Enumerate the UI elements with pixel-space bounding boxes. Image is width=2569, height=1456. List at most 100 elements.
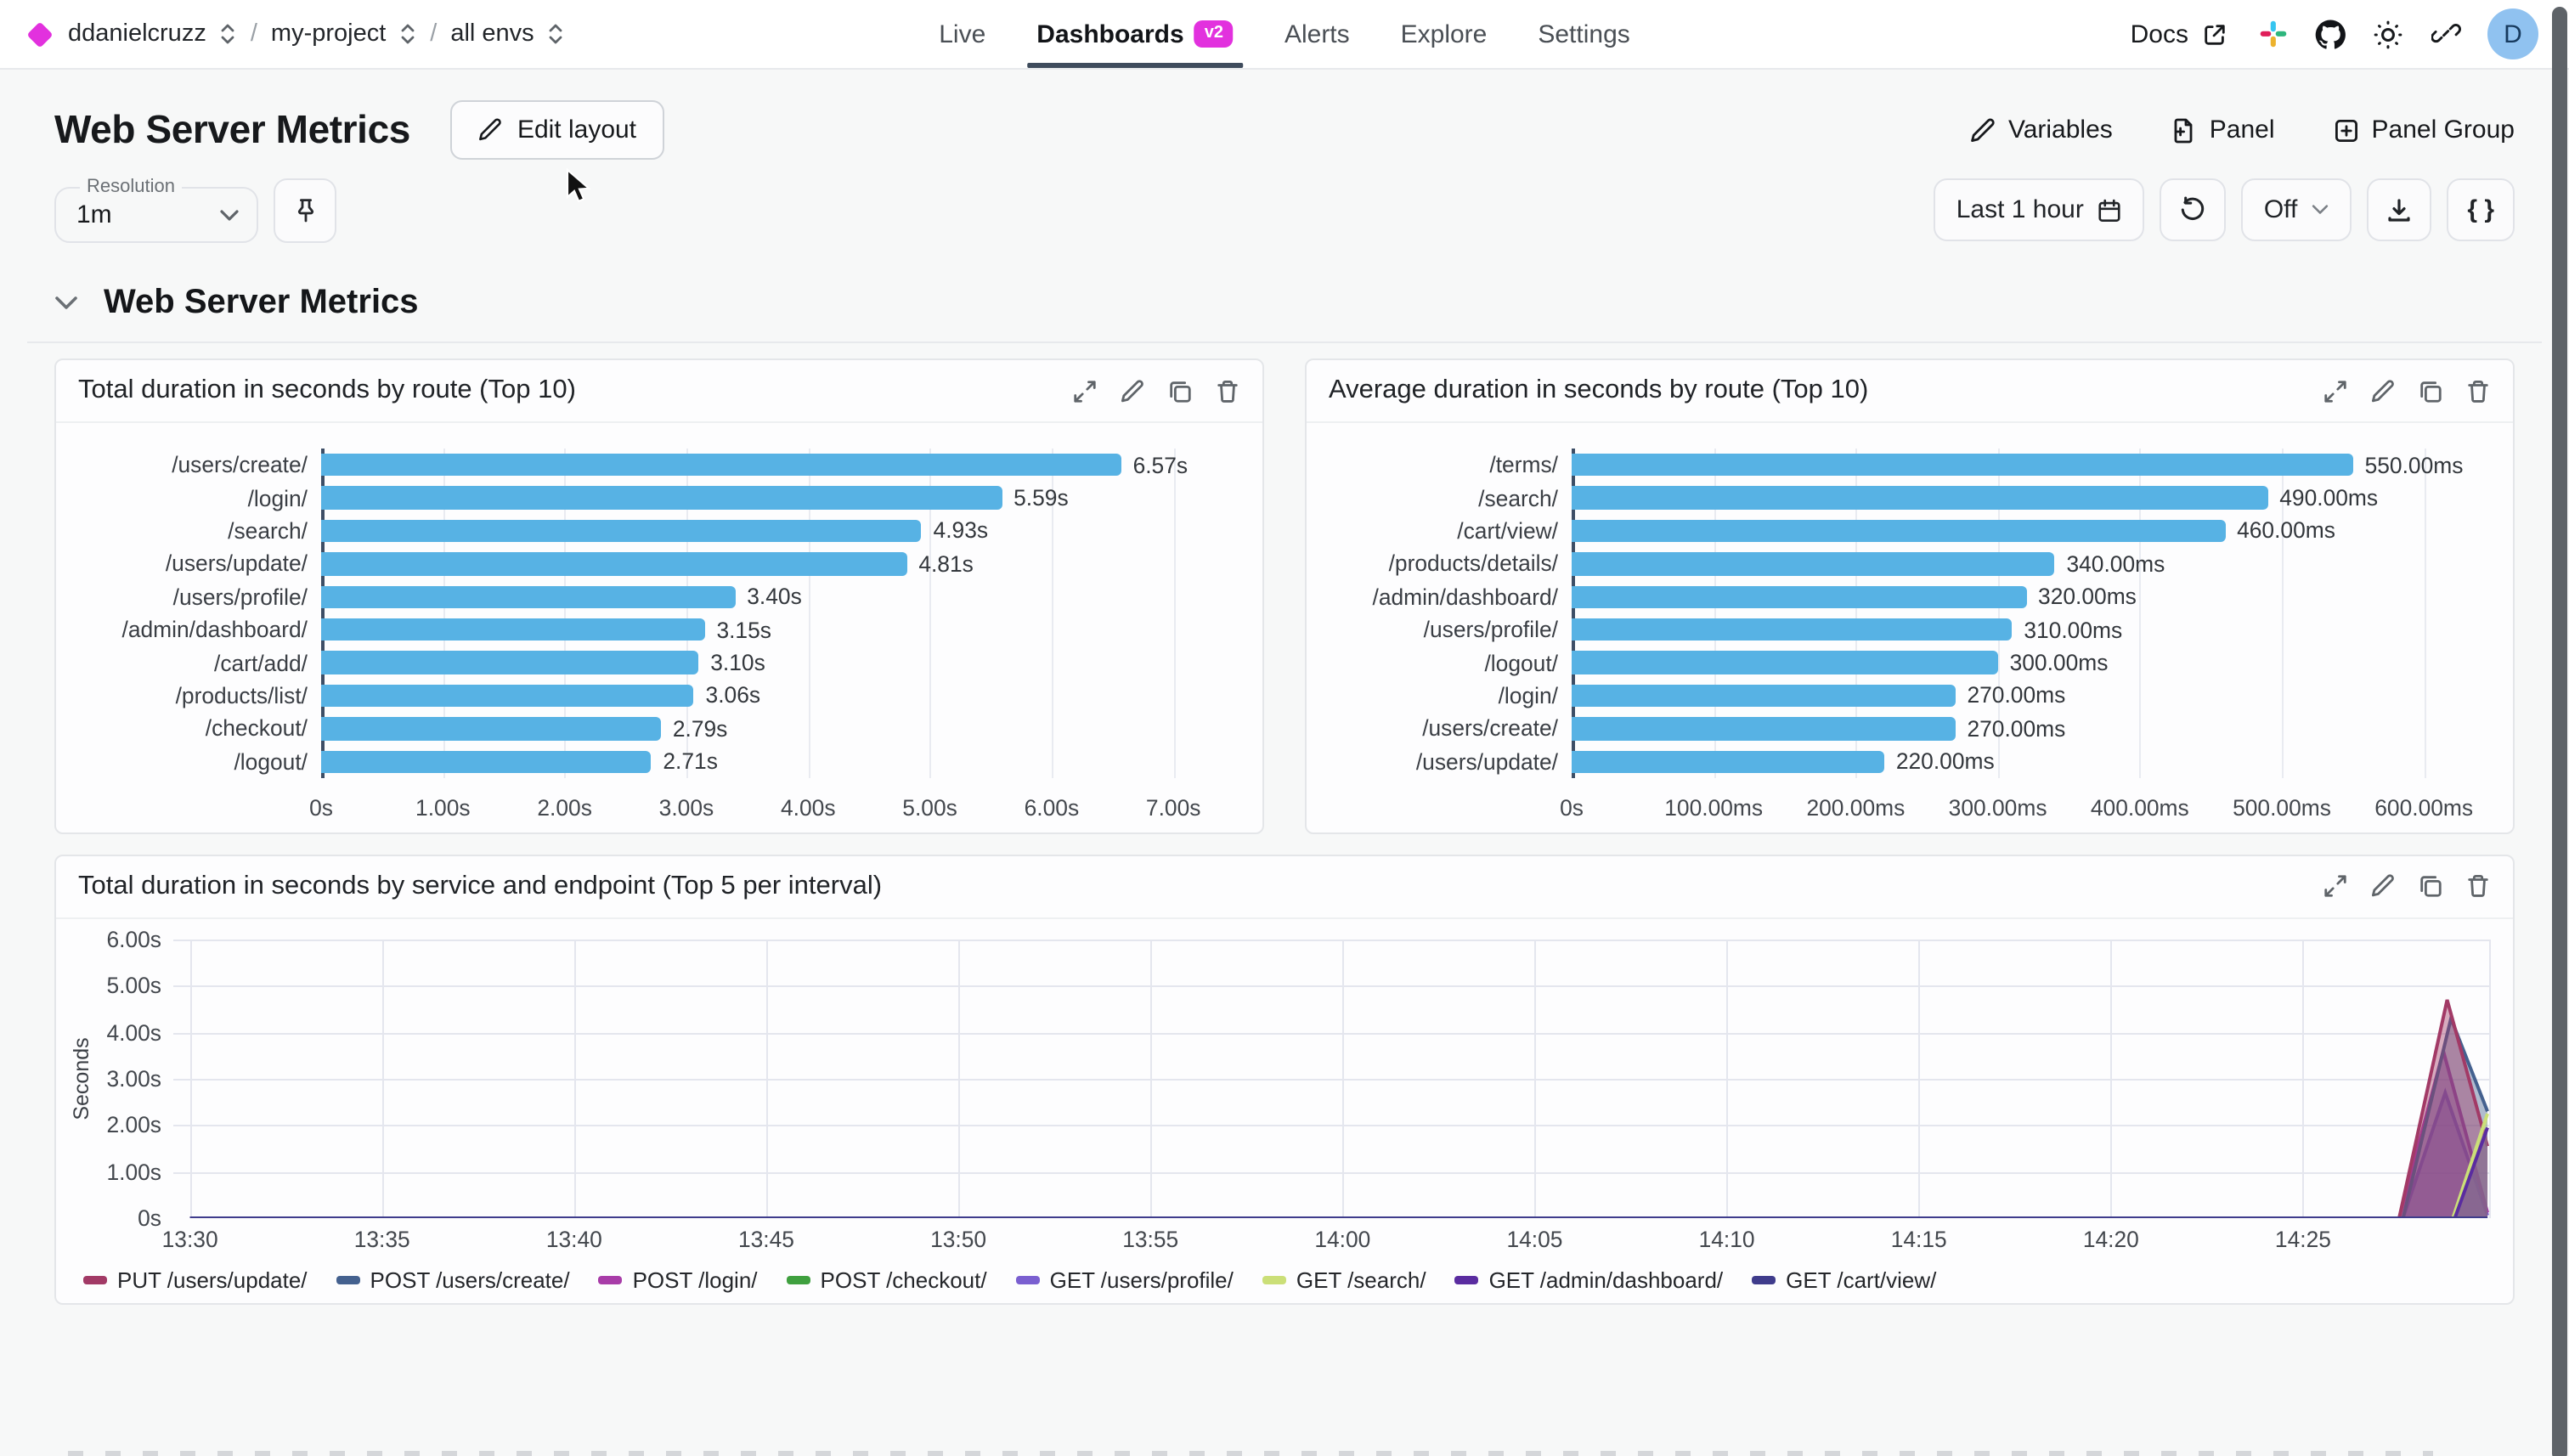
- expand-icon[interactable]: [1072, 378, 1098, 404]
- bar-value-label: 3.06s: [705, 682, 761, 708]
- breadcrumb-separator: /: [250, 20, 257, 48]
- legend-item[interactable]: GET /admin/dashboard/: [1454, 1267, 1723, 1293]
- bar[interactable]: [321, 552, 907, 576]
- square-plus-icon: [2333, 116, 2360, 144]
- bar-row: /cart/view/460.00ms: [1313, 515, 2493, 548]
- legend-swatch: [1015, 1275, 1040, 1284]
- legend-item[interactable]: POST /checkout/: [786, 1267, 987, 1293]
- delete-icon[interactable]: [1215, 378, 1240, 404]
- panel-header: Total duration in seconds by service and…: [56, 856, 2513, 919]
- bar-row: /admin/dashboard/3.15s: [63, 613, 1242, 646]
- bar[interactable]: [321, 585, 736, 608]
- bar-value-label: 310.00ms: [2024, 617, 2123, 643]
- docs-link[interactable]: Docs: [2131, 18, 2231, 50]
- download-button[interactable]: [2367, 178, 2432, 241]
- nav-tab-alerts[interactable]: Alerts: [1284, 0, 1350, 68]
- bar[interactable]: [1572, 684, 1956, 708]
- query-json-button[interactable]: { }: [2447, 178, 2515, 241]
- theme-sun-icon[interactable]: [2372, 18, 2404, 50]
- bar[interactable]: [1572, 552, 2055, 576]
- bar[interactable]: [321, 750, 652, 773]
- nav-tab-explore[interactable]: Explore: [1401, 0, 1488, 68]
- bar[interactable]: [321, 618, 705, 641]
- edit-icon[interactable]: [1120, 378, 1145, 404]
- time-range-button[interactable]: Last 1 hour: [1934, 178, 2145, 241]
- bar[interactable]: [1572, 717, 1956, 741]
- vertical-scrollbar[interactable]: [2552, 7, 2567, 1456]
- v2-badge: v2: [1194, 20, 1234, 48]
- add-panel-button[interactable]: Panel: [2171, 116, 2275, 144]
- delete-icon[interactable]: [2465, 874, 2491, 900]
- bar[interactable]: [1572, 519, 2226, 543]
- duplicate-icon[interactable]: [1167, 378, 1193, 404]
- bar-row: /login/270.00ms: [1313, 679, 2493, 712]
- auto-refresh-select[interactable]: Off: [2241, 178, 2352, 241]
- breadcrumb-env[interactable]: all envs: [450, 20, 534, 48]
- calendar-icon: [2098, 196, 2123, 223]
- breadcrumb-org[interactable]: ddanielcruzz: [68, 20, 206, 48]
- sort-chevrons-icon[interactable]: [399, 22, 416, 46]
- expand-icon[interactable]: [2323, 378, 2348, 404]
- plot-area[interactable]: [173, 939, 2491, 1218]
- docs-label: Docs: [2130, 20, 2188, 48]
- resolution-select[interactable]: Resolution 1m: [54, 177, 258, 243]
- add-panel-group-button[interactable]: Panel Group: [2333, 116, 2515, 144]
- bar-value-label: 5.59s: [1013, 485, 1069, 511]
- sort-chevrons-icon[interactable]: [548, 22, 565, 46]
- refresh-button[interactable]: [2160, 178, 2227, 241]
- bar-row: /logout/300.00ms: [1313, 646, 2493, 680]
- x-axis-tick-label: 14:20: [2082, 1226, 2139, 1252]
- github-icon[interactable]: [2314, 18, 2346, 50]
- edit-icon[interactable]: [2370, 874, 2396, 900]
- legend-swatch: [1454, 1275, 1479, 1284]
- edit-layout-button[interactable]: Edit layout: [450, 100, 664, 160]
- bar-category-label: /admin/dashboard/: [121, 617, 308, 643]
- legend-label: GET /cart/view/: [1786, 1267, 1937, 1293]
- expand-icon[interactable]: [2323, 874, 2348, 900]
- bar[interactable]: [321, 651, 699, 674]
- legend-item[interactable]: GET /cart/view/: [1752, 1267, 1936, 1293]
- nav-tab-dashboards[interactable]: Dashboards v2: [1026, 0, 1244, 68]
- bar-row: /products/details/340.00ms: [1313, 547, 2493, 580]
- share-link-icon[interactable]: [2430, 18, 2462, 50]
- nav-tab-label: Dashboards: [1036, 20, 1184, 48]
- panel-actions: [1072, 378, 1240, 404]
- bar-category-label: /admin/dashboard/: [1372, 584, 1559, 610]
- variables-button[interactable]: Variables: [1969, 116, 2113, 144]
- slack-icon[interactable]: [2256, 18, 2289, 50]
- bar-chart-total-duration: /users/create/6.57s/login/5.59s/search/4…: [56, 423, 1262, 832]
- legend-item[interactable]: GET /users/profile/: [1015, 1267, 1234, 1293]
- bar[interactable]: [1572, 618, 2013, 641]
- nav-tab-live[interactable]: Live: [939, 0, 985, 68]
- bar[interactable]: [321, 454, 1121, 477]
- duplicate-icon[interactable]: [2418, 874, 2443, 900]
- legend-swatch: [786, 1275, 810, 1284]
- bar[interactable]: [321, 519, 922, 543]
- pin-button[interactable]: [274, 178, 336, 242]
- bar[interactable]: [1572, 454, 2353, 477]
- bar[interactable]: [321, 684, 694, 708]
- delete-icon[interactable]: [2465, 378, 2491, 404]
- edit-icon[interactable]: [2370, 378, 2396, 404]
- download-icon: [2386, 196, 2413, 223]
- bar[interactable]: [1572, 651, 1998, 674]
- toolbar-actions: Variables Panel Panel Group: [1969, 116, 2515, 144]
- legend-item[interactable]: PUT /users/update/: [83, 1267, 308, 1293]
- breadcrumb-project[interactable]: my-project: [270, 20, 387, 48]
- resolution-value: 1m: [76, 200, 112, 229]
- sort-chevrons-icon[interactable]: [220, 22, 237, 46]
- y-axis-tick-label: 2.00s: [106, 1112, 161, 1138]
- bar[interactable]: [321, 717, 661, 741]
- legend-item[interactable]: POST /login/: [598, 1267, 758, 1293]
- nav-tab-settings[interactable]: Settings: [1538, 0, 1629, 68]
- legend-item[interactable]: POST /users/create/: [336, 1267, 570, 1293]
- bar[interactable]: [1572, 486, 2268, 510]
- bar[interactable]: [1572, 750, 1884, 773]
- duplicate-icon[interactable]: [2418, 378, 2443, 404]
- bar[interactable]: [1572, 585, 2027, 608]
- collapse-chevron-icon[interactable]: [54, 296, 78, 311]
- bar-chart-area: /terms/550.00ms/search/490.00ms/cart/vie…: [1313, 449, 2493, 778]
- bar[interactable]: [321, 486, 1002, 510]
- avatar[interactable]: D: [2487, 8, 2538, 59]
- legend-item[interactable]: GET /search/: [1262, 1267, 1426, 1293]
